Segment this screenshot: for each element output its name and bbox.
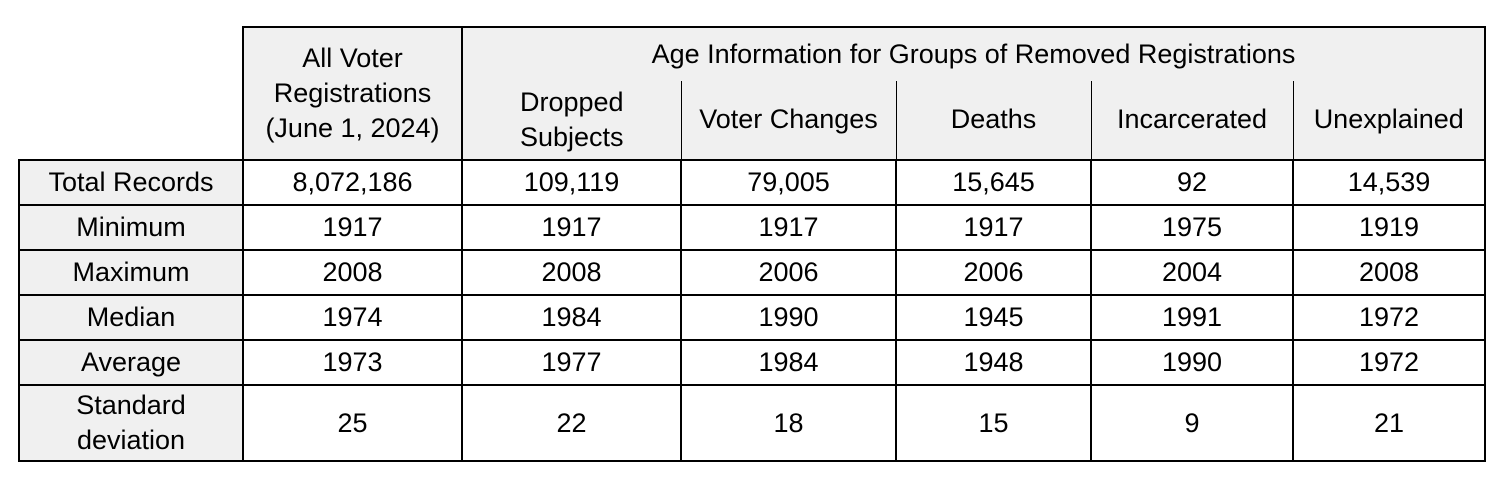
value-cell: 1991 — [1090, 294, 1294, 341]
table-row-standard-deviation: Standard deviation 25 22 18 15 9 21 — [18, 383, 1486, 463]
table-row-median: Median 1974 1984 1990 1945 1991 1972 — [18, 294, 1486, 341]
column-header-all-voter-registrations: All Voter Registrations (June 1, 2024) — [242, 26, 463, 161]
value-cell: 18 — [680, 383, 897, 463]
value-cell: 14,539 — [1292, 159, 1486, 206]
group-header-age-information: Age Information for Groups of Removed Re… — [461, 26, 1486, 81]
voter-statistics-table: All Voter Registrations (June 1, 2024) A… — [18, 26, 1486, 463]
column-header-voter-changes: Voter Changes — [680, 81, 897, 161]
value-cell: 25 — [242, 383, 463, 463]
value-cell: 15,645 — [895, 159, 1092, 206]
column-header-unexplained: Unexplained — [1292, 81, 1486, 161]
corner-spacer — [19, 27, 243, 160]
value-cell: 1919 — [1292, 204, 1486, 251]
value-cell: 8,072,186 — [242, 159, 463, 206]
value-cell: 1948 — [895, 339, 1092, 386]
row-label: Total Records — [18, 159, 244, 206]
value-cell: 1945 — [895, 294, 1092, 341]
value-cell: 1977 — [461, 339, 682, 386]
value-cell: 2004 — [1090, 249, 1294, 296]
value-cell: 15 — [895, 383, 1092, 463]
value-cell: 2008 — [242, 249, 463, 296]
value-cell: 22 — [461, 383, 682, 463]
value-cell: 1972 — [1292, 294, 1486, 341]
value-cell: 1975 — [1090, 204, 1294, 251]
table-row-total-records: Total Records 8,072,186 109,119 79,005 1… — [18, 159, 1486, 206]
row-label: Standard deviation — [18, 383, 244, 463]
value-cell: 1917 — [680, 204, 897, 251]
value-cell: 2006 — [680, 249, 897, 296]
value-cell: 1917 — [895, 204, 1092, 251]
table-row-maximum: Maximum 2008 2008 2006 2006 2004 2008 — [18, 249, 1486, 296]
row-label: Minimum — [18, 204, 244, 251]
row-label: Median — [18, 294, 244, 341]
header-row-group: All Voter Registrations (June 1, 2024) A… — [19, 26, 1486, 161]
value-cell: 79,005 — [680, 159, 897, 206]
table-row-average: Average 1973 1977 1984 1948 1990 1972 — [18, 339, 1486, 386]
header-row-subgroups: Dropped Subjects Voter Changes Deaths In… — [19, 81, 1486, 161]
column-header-incarcerated: Incarcerated — [1090, 81, 1294, 161]
value-cell: 1972 — [1292, 339, 1486, 386]
value-cell: 21 — [1292, 383, 1486, 463]
column-header-deaths: Deaths — [895, 81, 1092, 161]
value-cell: 92 — [1090, 159, 1294, 206]
row-label: Maximum — [18, 249, 244, 296]
column-header-dropped-subjects: Dropped Subjects — [461, 81, 682, 161]
value-cell: 1973 — [242, 339, 463, 386]
value-cell: 9 — [1090, 383, 1294, 463]
value-cell: 1984 — [680, 339, 897, 386]
value-cell: 1990 — [1090, 339, 1294, 386]
value-cell: 1974 — [242, 294, 463, 341]
value-cell: 1990 — [680, 294, 897, 341]
value-cell: 2006 — [895, 249, 1092, 296]
value-cell: 1917 — [461, 204, 682, 251]
value-cell: 1984 — [461, 294, 682, 341]
value-cell: 2008 — [461, 249, 682, 296]
row-label: Average — [18, 339, 244, 386]
value-cell: 109,119 — [461, 159, 682, 206]
table-row-minimum: Minimum 1917 1917 1917 1917 1975 1919 — [18, 204, 1486, 251]
value-cell: 2008 — [1292, 249, 1486, 296]
value-cell: 1917 — [242, 204, 463, 251]
